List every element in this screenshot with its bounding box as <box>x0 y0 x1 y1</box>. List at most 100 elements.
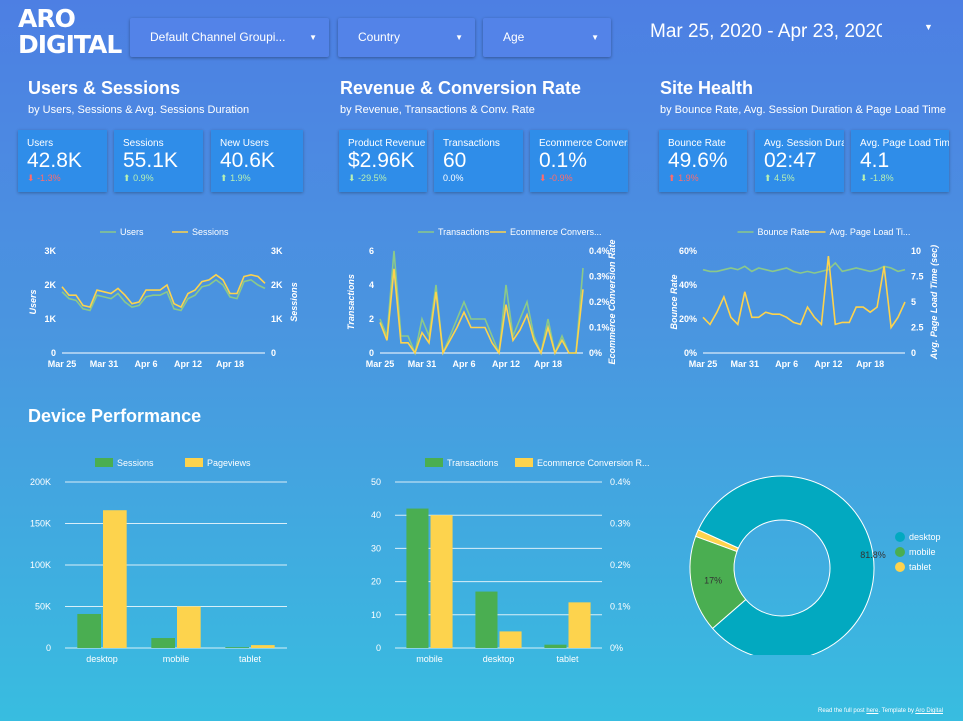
arrow-down-icon: ⬇ <box>539 173 547 183</box>
y-tick-label: 40 <box>371 510 381 520</box>
x-tick-label: Mar 25 <box>48 359 77 369</box>
device-transactions-conversion-chart: 0 10 20 30 40 50 0% 0.1% 0.2% 0.3% 0.4% Transaction… <box>371 458 650 664</box>
bar <box>225 647 249 648</box>
transactions-conversion-chart: Transactions Ecommerce Convers... 0 2 4 6 0% 0.… <box>346 227 617 369</box>
y2-tick-label: 1K <box>271 314 283 324</box>
y-tick-label: 3K <box>44 246 56 256</box>
y-tick-label: 20 <box>371 577 381 587</box>
scorecard-change: -29.5% <box>358 173 387 183</box>
scorecard-value: 60 <box>443 149 467 172</box>
y-axis-title: Users <box>28 289 38 314</box>
scorecard-value: 55.1K <box>123 149 178 172</box>
y2-tick-label: 0.3% <box>589 272 610 282</box>
scorecard-new-users: New Users 40.6K ⬆ 1.9% <box>211 130 303 192</box>
slice-label: 81.8% <box>860 550 886 560</box>
y2-axis-title: Sessions <box>289 282 299 322</box>
legend-label: Transactions <box>447 458 499 468</box>
legend-label: Ecommerce Conversion R... <box>537 458 650 468</box>
legend-label: desktop <box>909 532 941 542</box>
channel-grouping-filter[interactable]: Default Channel Groupi... ▼ <box>130 18 329 57</box>
scorecard-value: 40.6K <box>220 149 275 172</box>
date-range-picker[interactable]: Mar 25, 2020 - Apr 23, 2020 <box>650 21 882 42</box>
y-tick-label: 40% <box>679 280 697 290</box>
y2-axis-title: Avg. Page Load Time (sec) <box>929 245 939 360</box>
scorecard-change: 0.9% <box>133 173 154 183</box>
series-line <box>379 250 584 356</box>
scorecard-avg-page-load-time: Avg. Page Load Time (sec) 4.1 ⬇ -1.8% <box>851 130 949 192</box>
series-line <box>702 256 906 330</box>
aro-digital-logo: ARO DIGITAL <box>18 4 122 64</box>
y2-tick-label: 3K <box>271 246 283 256</box>
y-tick-label: 20% <box>679 314 697 324</box>
x-tick-label: Apr 12 <box>174 359 202 369</box>
y2-axis-title: Ecommerce Conversion Rate <box>607 239 617 364</box>
scorecard-value: 0.1% <box>539 149 587 172</box>
revenue-subtitle: by Revenue, Transactions & Conv. Rate <box>340 104 535 116</box>
y2-tick-label: 0.4% <box>589 246 610 256</box>
scorecard-label: Bounce Rate <box>668 138 726 149</box>
y-axis-title: Transactions <box>346 274 356 330</box>
legend-label: Ecommerce Convers... <box>510 227 602 237</box>
scorecard-label: Users <box>27 138 54 149</box>
y-tick-label: 10 <box>371 610 381 620</box>
legend-swatch <box>895 562 905 572</box>
x-tick-label: Apr 6 <box>452 359 475 369</box>
country-filter[interactable]: Country ▼ <box>338 18 475 57</box>
x-tick-label: tablet <box>239 654 262 664</box>
legend-swatch <box>895 547 905 557</box>
bounce-load-chart: Bounce Rate Avg. Page Load Ti... 0% 20% 40% 6… <box>669 227 939 369</box>
series-line <box>379 268 584 356</box>
chevron-down-icon: ▼ <box>591 33 599 42</box>
y-axis-title: Bounce Rate <box>669 274 679 329</box>
legend-swatch <box>185 458 203 467</box>
bar <box>499 631 522 648</box>
footer-prefix: Read the full post <box>818 708 867 714</box>
scorecard-value: $2.96K <box>348 149 415 172</box>
arrow-up-icon: ⬆ <box>220 173 228 183</box>
x-tick-label: desktop <box>483 654 515 664</box>
aro-digital-link[interactable]: Aro Digital <box>915 708 943 714</box>
legend-label: Sessions <box>117 458 154 468</box>
users-sessions-subtitle: by Users, Sessions & Avg. Sessions Durat… <box>28 104 250 116</box>
bar <box>77 613 101 648</box>
legend-swatch <box>515 458 533 467</box>
chevron-down-icon[interactable]: ▼ <box>924 22 933 32</box>
scorecard-change: -1.8% <box>870 173 894 183</box>
x-tick-label: Mar 25 <box>689 359 718 369</box>
scorecard-bounce-rate: Bounce Rate 49.6% ⬆ 1.9% <box>659 130 747 192</box>
scorecard-value: 4.1 <box>860 149 890 172</box>
y-tick-label: 60% <box>679 246 697 256</box>
y2-tick-label: 0.1% <box>589 323 610 333</box>
scorecard-avg-session-duration: Avg. Session Duration 02:47 ⬆ 4.5% <box>755 130 844 192</box>
legend-label: tablet <box>909 562 932 572</box>
scorecard-transactions: Transactions 60 0.0% <box>434 130 523 192</box>
y2-tick-label: 0 <box>911 348 916 358</box>
device-performance-title: Device Performance <box>28 406 202 426</box>
arrow-down-icon: ⬇ <box>860 173 868 183</box>
logo-line1: ARO <box>18 4 76 33</box>
bar <box>151 638 175 648</box>
x-tick-label: Mar 31 <box>731 359 760 369</box>
post-link[interactable]: here <box>866 708 879 714</box>
y-tick-label: 150K <box>30 519 51 529</box>
bar <box>177 606 201 648</box>
y-tick-label: 4 <box>369 280 374 290</box>
y-tick-label: 100K <box>30 560 51 570</box>
y-tick-label: 2K <box>44 280 56 290</box>
y2-tick-label: 0.3% <box>610 519 631 529</box>
legend-label: Avg. Page Load Ti... <box>830 227 911 237</box>
device-share-donut: 81.8% 17% desktop mobile tablet <box>689 475 941 655</box>
legend-label: Users <box>120 227 144 237</box>
scorecard-sessions: Sessions 55.1K ⬆ 0.9% <box>114 130 203 192</box>
x-tick-label: Apr 6 <box>775 359 798 369</box>
donut-slice <box>694 529 739 553</box>
age-filter[interactable]: Age ▼ <box>483 18 611 57</box>
y2-tick-label: 10 <box>911 246 921 256</box>
y-tick-label: 0% <box>684 348 697 358</box>
y-tick-label: 2 <box>369 314 374 324</box>
logo-line2: DIGITAL <box>18 30 122 59</box>
device-sessions-pageviews-chart: 0 50K 100K 150K 200K Sessions Pageviews desktop… <box>30 458 287 664</box>
x-tick-label: mobile <box>416 654 443 664</box>
filter-label: Default Channel Groupi... <box>150 30 286 44</box>
users-sessions-chart: Users Sessions 0 1K 2K 3K 0 1K 2K 3K Users Sessions… <box>28 227 299 369</box>
